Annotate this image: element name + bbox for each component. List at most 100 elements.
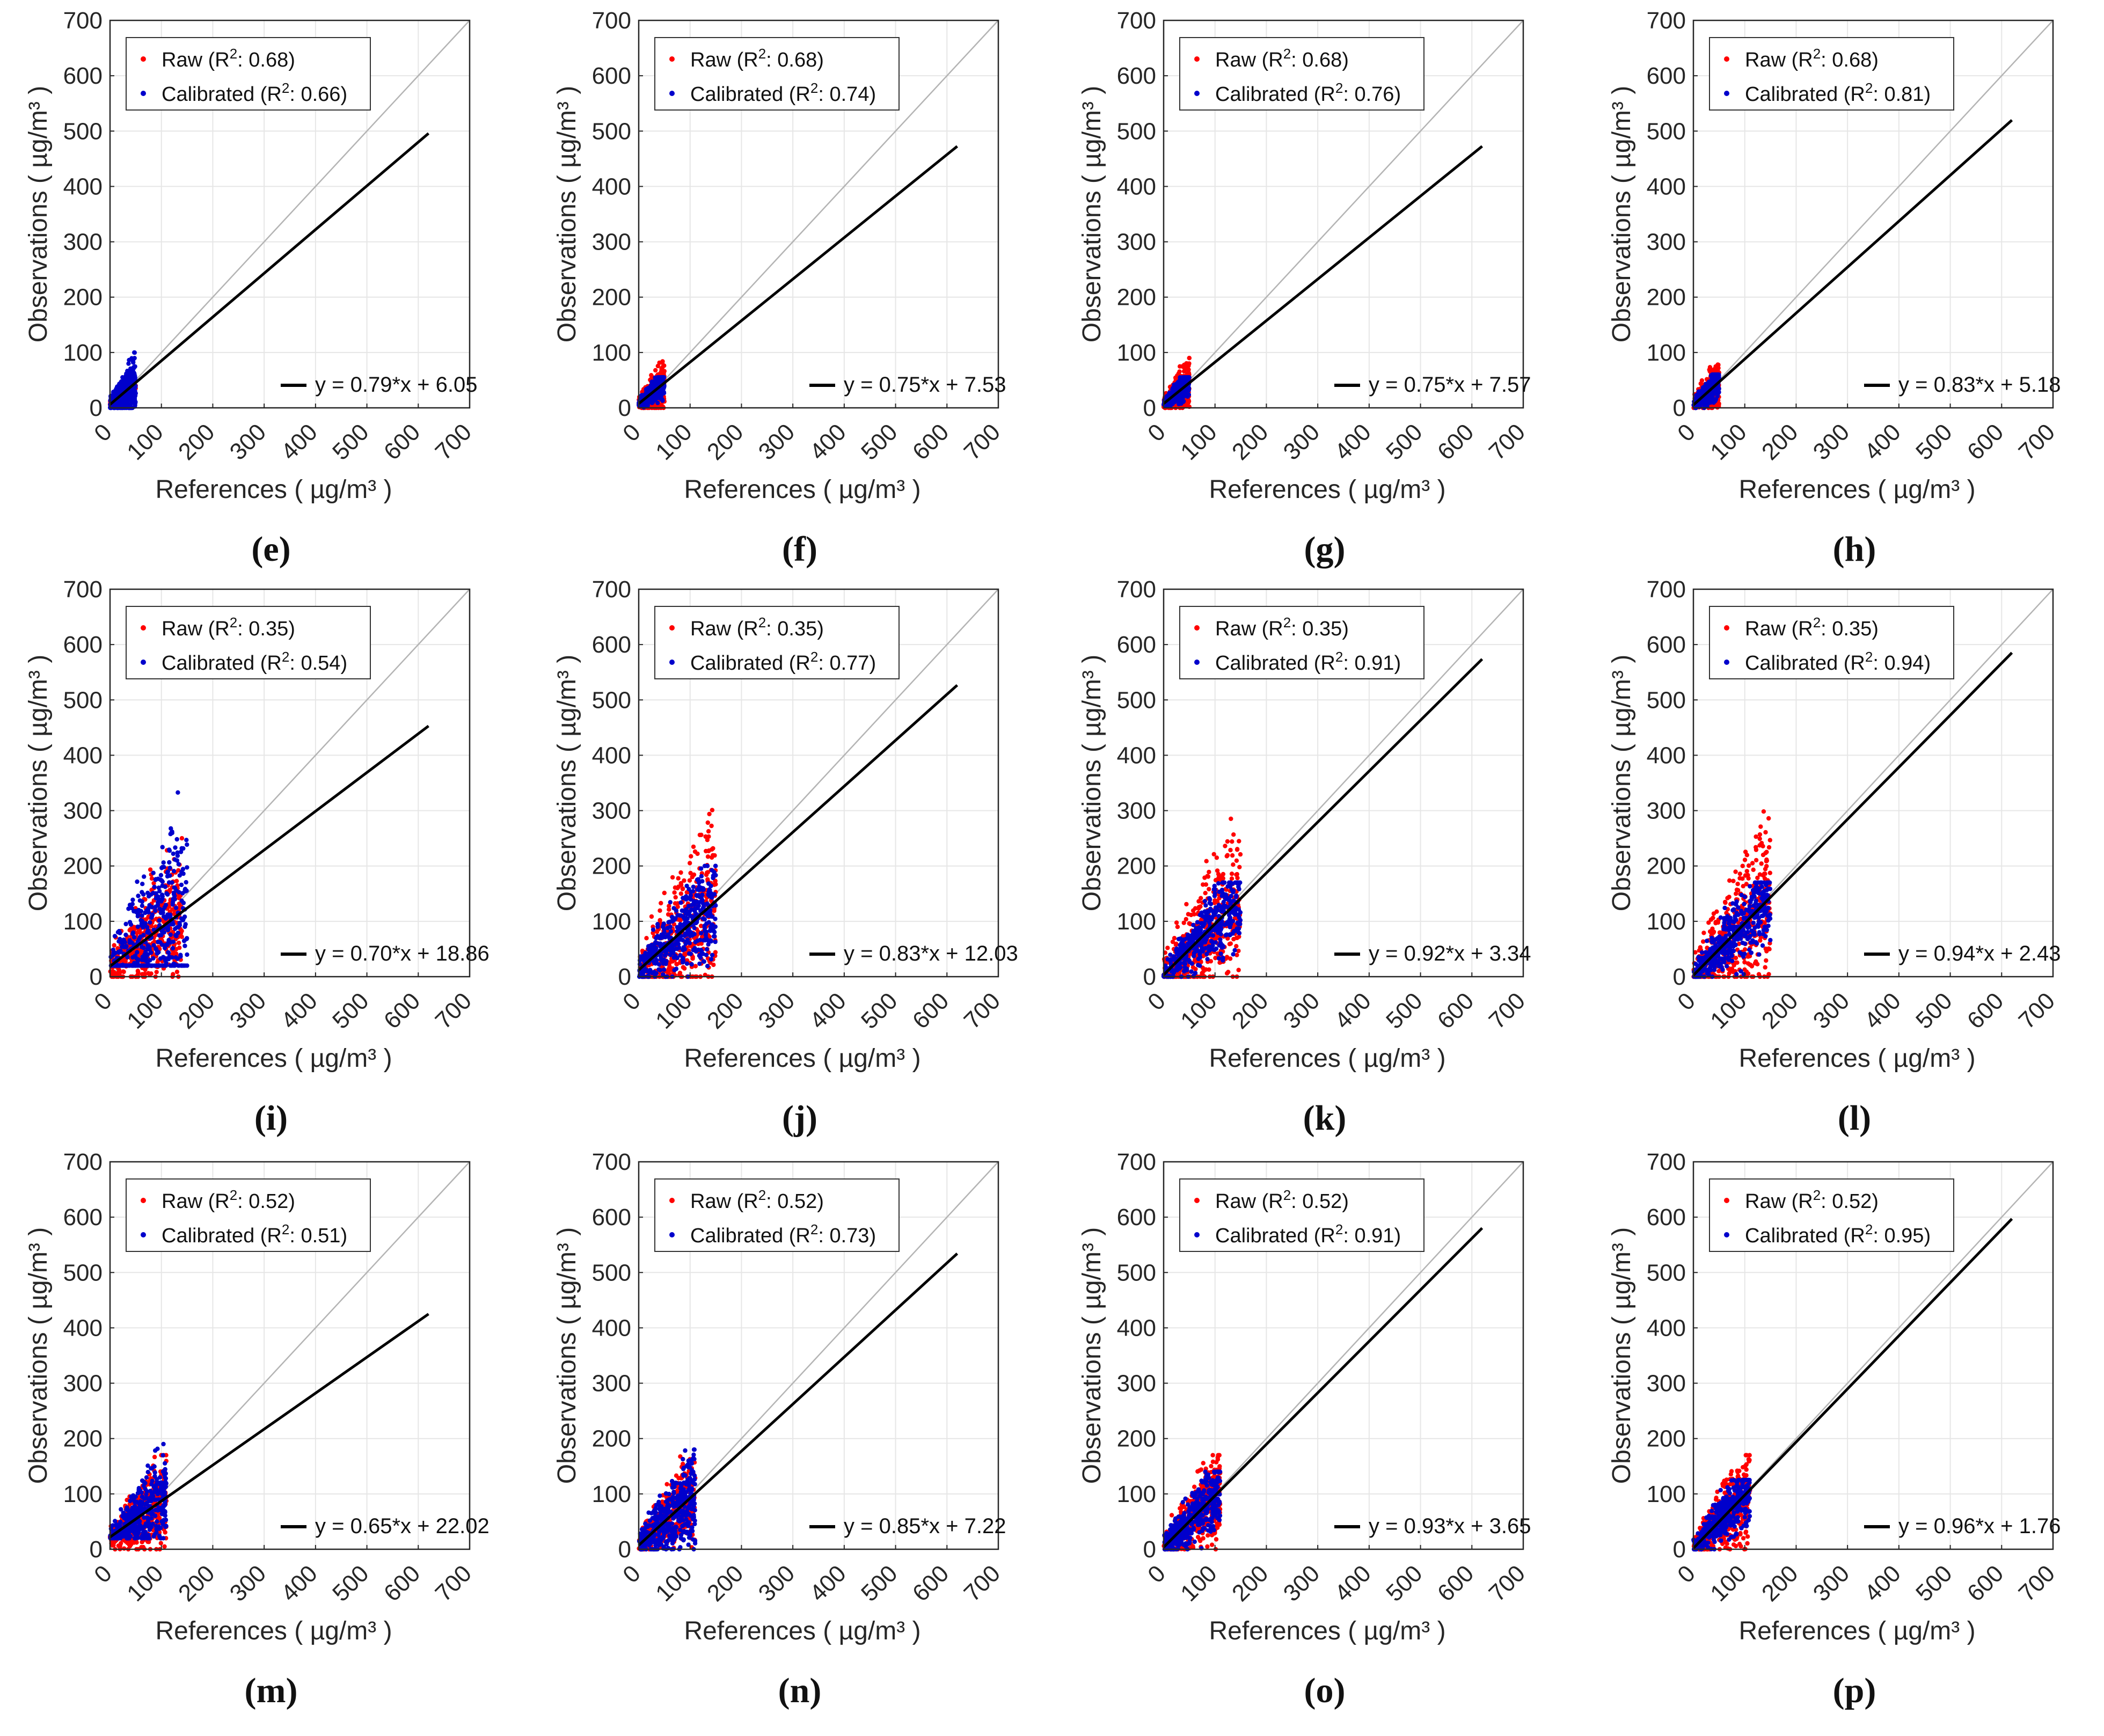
- legend-raw-marker: [1724, 56, 1729, 62]
- y-tick-label: 400: [63, 173, 103, 200]
- y-tick-label: 700: [1117, 8, 1156, 34]
- raw-series-point: [112, 943, 116, 948]
- calibrated-series-point: [159, 942, 165, 947]
- raw-series-point: [177, 945, 182, 950]
- x-tick-label: 600: [908, 419, 954, 465]
- legend-cal-prefix: Calibrated: [162, 652, 254, 675]
- calibrated-series-point: [185, 842, 189, 847]
- x-tick-label: 400: [1329, 419, 1376, 465]
- calibrated-series-point: [167, 866, 172, 870]
- calibrated-series-point: [127, 391, 132, 396]
- x-tick-label: 0: [1672, 419, 1700, 446]
- y-axis-label: Observations ( µg/m³ ): [24, 655, 53, 911]
- raw-series-point: [1716, 362, 1721, 368]
- calibrated-series-point: [173, 933, 178, 938]
- regression-equation: y = 0.83*x + 5.18: [1898, 373, 2061, 397]
- legend-raw-r2-text: (R: [202, 618, 230, 640]
- y-tick-label: 300: [1117, 229, 1156, 255]
- legend-raw-prefix: Raw: [690, 49, 732, 71]
- superscript-2: 2: [810, 80, 818, 96]
- y-tick-label: 700: [63, 576, 103, 603]
- raw-series-point: [681, 886, 685, 891]
- y-tick-label: 400: [1117, 173, 1156, 200]
- calibrated-series-point: [135, 924, 141, 929]
- raw-series-point: [662, 890, 667, 896]
- x-tick-label: 700: [430, 419, 477, 465]
- calibrated-series-point: [1715, 394, 1720, 399]
- calibrated-series-point: [130, 897, 135, 903]
- calibrated-series-point: [158, 873, 164, 878]
- raw-series-point: [1186, 363, 1191, 368]
- x-tick-label: 300: [225, 987, 272, 1034]
- x-tick-label: 300: [1279, 419, 1325, 465]
- raw-series-point: [667, 907, 671, 912]
- raw-series-point: [177, 940, 181, 946]
- superscript-2: 2: [230, 46, 237, 62]
- calibrated-series-point: [148, 963, 153, 968]
- superscript-2: 2: [282, 80, 289, 96]
- raw-series-point: [1178, 364, 1182, 369]
- calibrated-series-point: [179, 869, 184, 875]
- calibrated-series-point: [112, 934, 118, 939]
- x-tick-label: 500: [856, 419, 903, 465]
- y-tick-label: 0: [618, 395, 631, 421]
- panel-caption: (g): [1304, 530, 1346, 569]
- calibrated-series-point: [184, 880, 188, 885]
- legend-raw-prefix: Raw: [1745, 49, 1786, 71]
- calibrated-series-point: [125, 401, 130, 406]
- calibrated-series-point: [118, 950, 122, 955]
- legend-raw-r2-text: (R: [731, 49, 758, 71]
- raw-series-point: [682, 878, 686, 883]
- calibrated-series-point: [159, 866, 164, 870]
- x-tick-label: 200: [1227, 419, 1274, 465]
- calibrated-series-point: [120, 944, 125, 949]
- legend-raw-r2-text: (R: [1786, 49, 1813, 71]
- calibrated-series-point: [127, 357, 132, 363]
- y-tick-label: 600: [63, 63, 103, 89]
- calibrated-series-point: [153, 909, 158, 913]
- x-tick-label: 300: [754, 419, 800, 465]
- y-tick-label: 600: [592, 63, 631, 89]
- legend-box: [126, 37, 371, 111]
- legend-cal-r2-text: (R: [254, 652, 282, 675]
- calibrated-series-point: [148, 920, 152, 925]
- calibrated-series-point: [645, 401, 650, 407]
- calibrated-series-point: [1185, 393, 1189, 399]
- raw-series-point: [660, 359, 665, 364]
- calibrated-series-point: [141, 892, 146, 897]
- superscript-2: 2: [758, 46, 766, 62]
- calibrated-series-point: [1715, 390, 1721, 395]
- calibrated-series-point: [128, 396, 134, 401]
- calibrated-series-point: [166, 847, 172, 852]
- calibrated-series-point: [172, 963, 177, 968]
- y-tick-label: 200: [63, 284, 103, 311]
- calibrated-series-point: [183, 922, 188, 927]
- calibrated-series-point: [181, 900, 186, 905]
- raw-series-point: [171, 972, 176, 977]
- calibrated-series-point: [185, 952, 189, 957]
- calibrated-series-point: [151, 956, 156, 961]
- legend-calibrated-label: Calibrated (R2: 0.81): [1745, 80, 1931, 106]
- x-tick-label: 100: [122, 419, 169, 465]
- raw-series-point: [1181, 369, 1187, 374]
- legend-cal-close: ): [1924, 83, 1931, 106]
- calibrated-series-point: [167, 873, 172, 878]
- calibrated-series-point: [178, 953, 183, 957]
- x-axis-label: References ( µg/m³ ): [1209, 475, 1445, 504]
- calibrated-series-point: [145, 930, 150, 935]
- calibrated-series-point: [118, 936, 122, 942]
- y-tick-label: 0: [1143, 395, 1156, 421]
- calibrated-series-point: [132, 350, 137, 355]
- raw-series-point: [673, 901, 678, 906]
- calibrated-series-point: [131, 357, 136, 362]
- calibrated-series-point: [176, 790, 180, 795]
- legend-raw-close: ): [1342, 49, 1349, 71]
- x-tick-label: 200: [173, 419, 220, 465]
- legend-cal-prefix: Calibrated: [690, 83, 783, 106]
- y-tick-label: 0: [90, 964, 103, 990]
- x-tick-label: 100: [651, 419, 697, 465]
- calibrated-series-point: [177, 890, 181, 895]
- legend-raw-r2: 0.68: [249, 49, 288, 71]
- raw-series-point: [676, 876, 681, 881]
- raw-series-point: [111, 969, 116, 974]
